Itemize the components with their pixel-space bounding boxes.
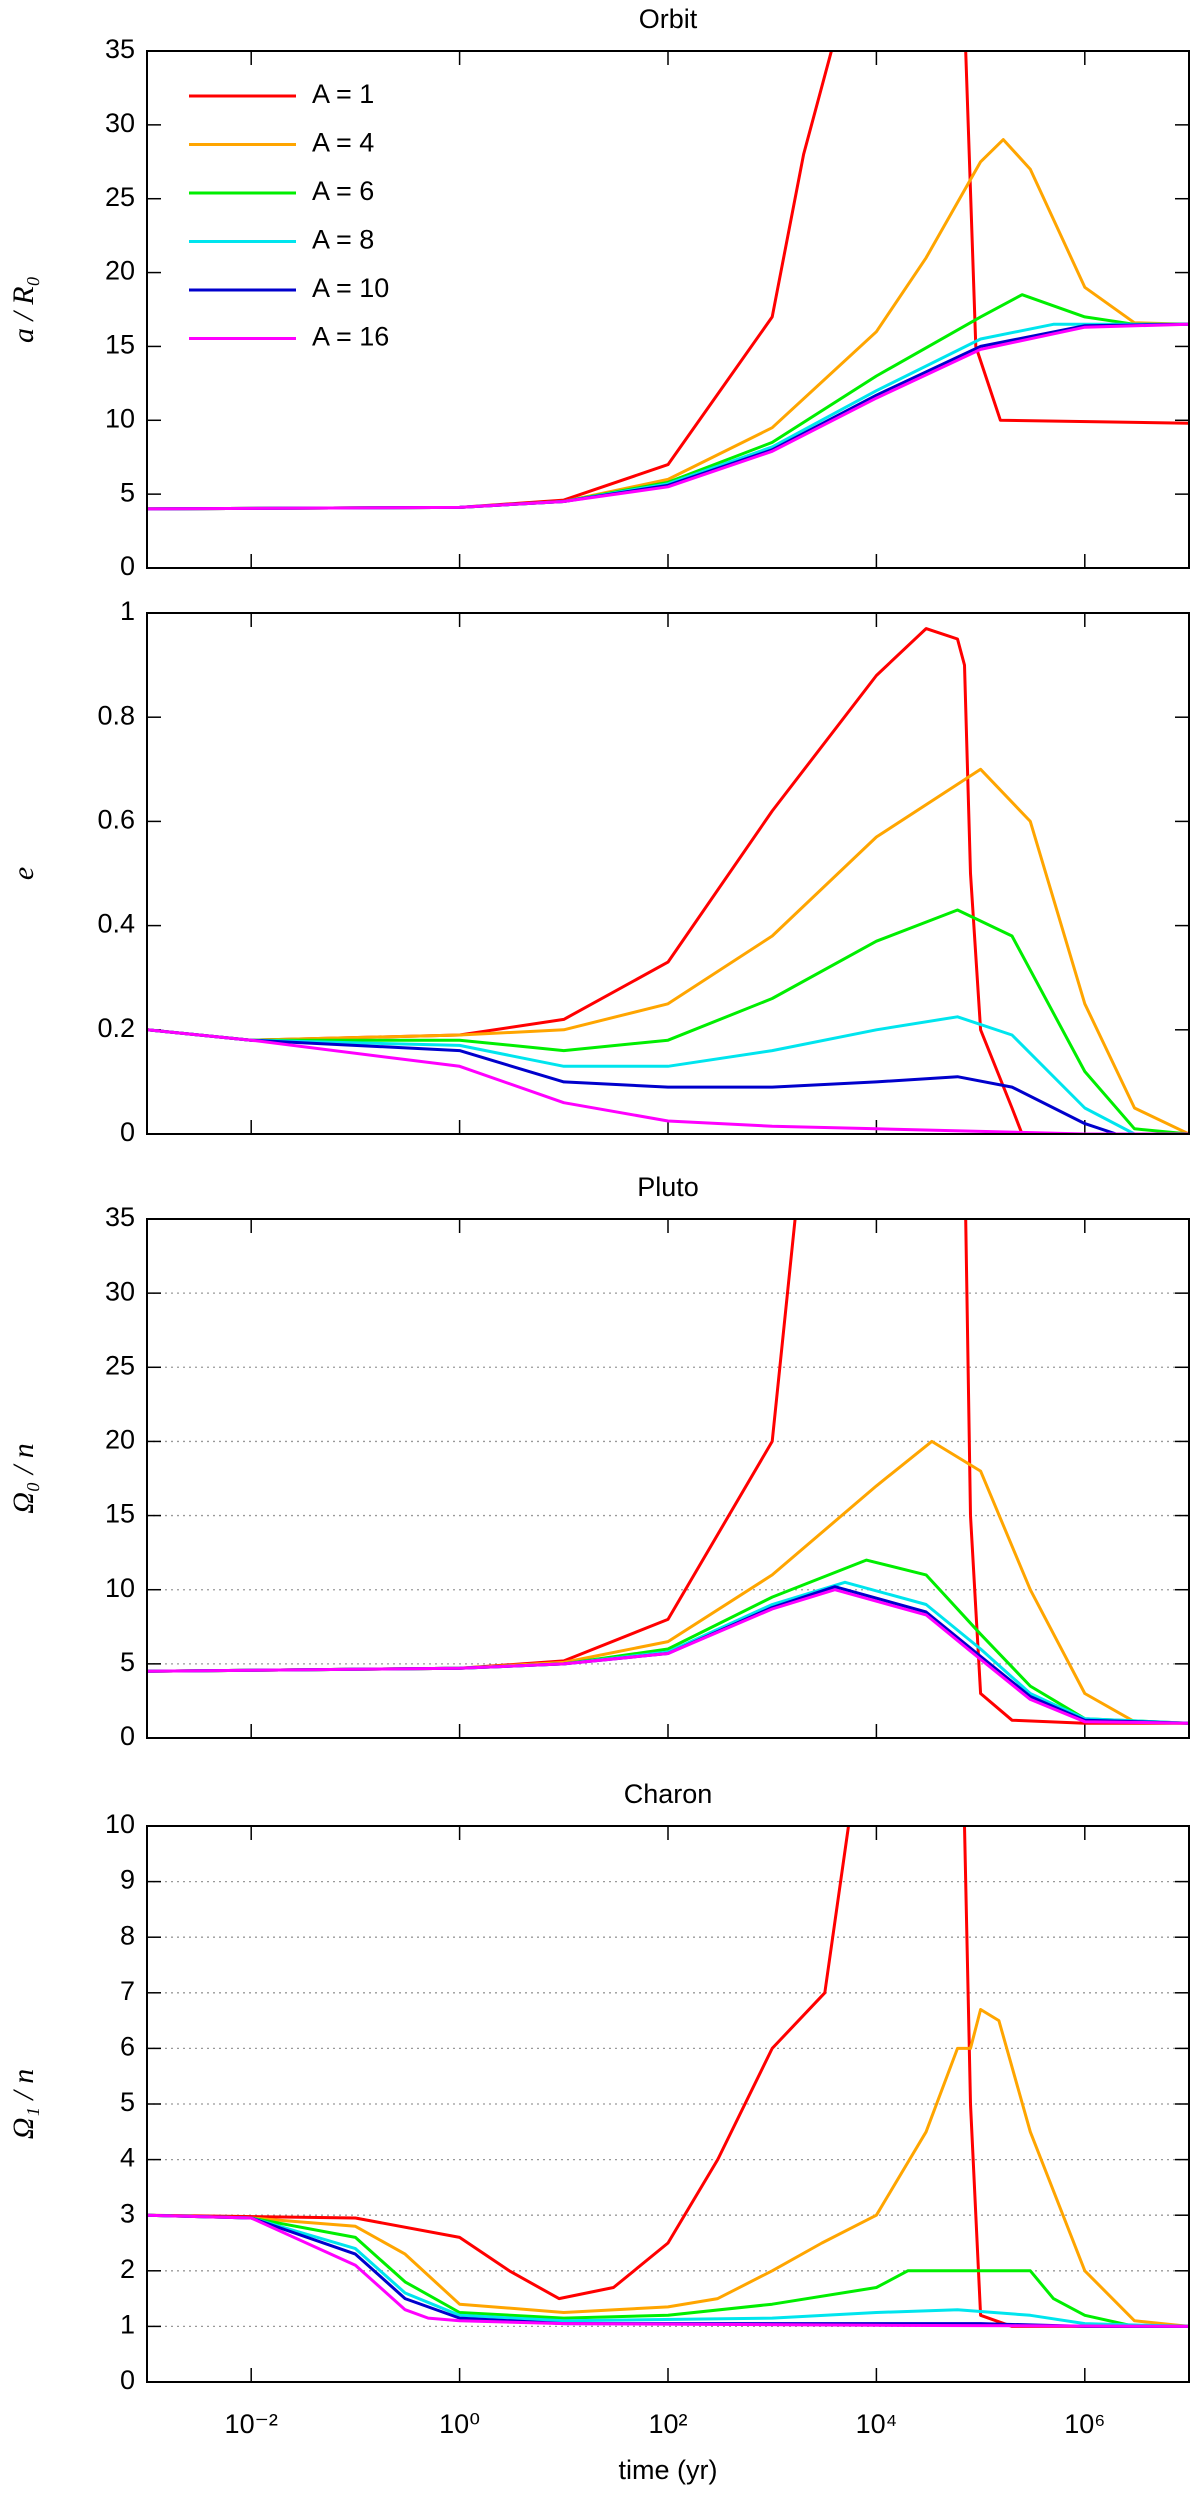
panel-title: Pluto <box>637 1172 699 1202</box>
y-tick-label: 1 <box>120 596 135 626</box>
legend-label: A = 4 <box>312 128 374 158</box>
y-tick-label: 35 <box>105 34 135 64</box>
legend-label: A = 6 <box>312 176 374 206</box>
y-tick-label: 15 <box>105 330 135 360</box>
legend-label: A = 16 <box>312 322 389 352</box>
x-tick-label: 10⁻² <box>225 2409 278 2439</box>
legend-label: A = 8 <box>312 225 374 255</box>
y-tick-label: 0 <box>120 1721 135 1751</box>
y-tick-label: 9 <box>120 1865 135 1895</box>
y-tick-label: 30 <box>105 108 135 138</box>
series-line <box>147 1015 1189 1134</box>
y-tick-label: 8 <box>120 1920 135 1950</box>
plot-frame <box>146 50 1190 569</box>
series-line <box>147 1588 1189 1725</box>
series-line <box>147 1826 1189 2328</box>
series-line <box>147 2213 1189 2328</box>
y-axis-label: e <box>7 867 40 880</box>
series-line <box>147 908 1189 1134</box>
plot-frame <box>146 1825 1190 2383</box>
y-tick-label: 0 <box>120 2365 135 2395</box>
panel-title: Charon <box>624 1779 713 1809</box>
x-tick-label: 10⁴ <box>856 2409 898 2439</box>
series-line <box>147 2213 1189 2328</box>
series-line <box>147 1439 1189 1725</box>
y-tick-label: 35 <box>105 1202 135 1232</box>
x-tick-label: 10² <box>648 2409 687 2439</box>
y-tick-label: 15 <box>105 1499 135 1529</box>
y-tick-label: 25 <box>105 182 135 212</box>
y-tick-label: 2 <box>120 2254 135 2284</box>
y-tick-label: 0 <box>120 551 135 581</box>
y-tick-label: 0.2 <box>97 1013 135 1043</box>
y-tick-label: 20 <box>105 1425 135 1455</box>
series-line <box>147 322 1189 511</box>
y-axis-label: a / R₀ <box>7 276 40 343</box>
y-tick-label: 3 <box>120 2198 135 2228</box>
plot-frame <box>146 612 1190 1135</box>
series-line <box>147 138 1189 511</box>
x-tick-label: 10⁰ <box>439 2409 480 2439</box>
y-tick-label: 30 <box>105 1276 135 1306</box>
y-tick-label: 10 <box>105 1809 135 1839</box>
y-tick-label: 4 <box>120 2143 135 2173</box>
plot-frame <box>146 1218 1190 1739</box>
y-tick-label: 10 <box>105 1573 135 1603</box>
panel-title: Orbit <box>639 4 698 34</box>
y-tick-label: 7 <box>120 1976 135 2006</box>
y-tick-label: 0.6 <box>97 805 135 835</box>
y-axis-label: Ω₁ / n <box>7 2069 40 2139</box>
series-line <box>147 1028 1189 1134</box>
series-line <box>147 293 1189 511</box>
y-tick-label: 6 <box>120 2032 135 2062</box>
series-line <box>147 2008 1189 2328</box>
y-tick-label: 5 <box>120 2087 135 2117</box>
series-line <box>147 51 1189 511</box>
series-line <box>147 2213 1189 2328</box>
y-tick-label: 1 <box>120 2310 135 2340</box>
y-tick-label: 5 <box>120 1647 135 1677</box>
x-axis-label: time (yr) <box>619 2455 718 2485</box>
y-tick-label: 0.8 <box>97 700 135 730</box>
y-tick-label: 0.4 <box>97 909 135 939</box>
legend-label: A = 1 <box>312 79 374 109</box>
x-tick-label: 10⁶ <box>1064 2409 1105 2439</box>
series-line <box>147 1028 1189 1134</box>
y-axis-label: Ω₀ / n <box>7 1443 40 1513</box>
y-tick-label: 0 <box>120 1117 135 1147</box>
legend-label: A = 10 <box>312 273 389 303</box>
y-tick-label: 10 <box>105 403 135 433</box>
series-line <box>147 767 1189 1134</box>
y-tick-label: 25 <box>105 1350 135 1380</box>
series-line <box>147 627 1189 1134</box>
y-tick-label: 20 <box>105 256 135 286</box>
y-tick-label: 5 <box>120 477 135 507</box>
